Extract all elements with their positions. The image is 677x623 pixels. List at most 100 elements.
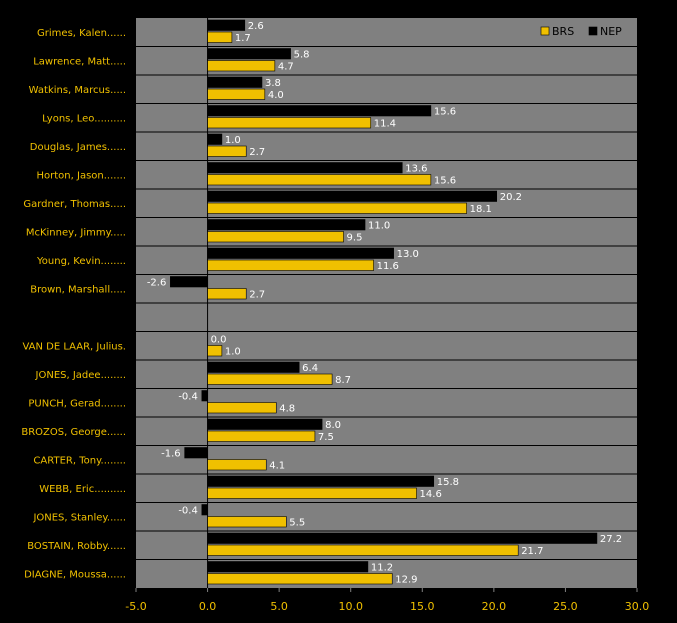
x-tick-label: -5.0 [125,600,146,613]
value-label: 11.2 [371,563,393,574]
bar-brs [207,31,233,43]
value-label: 9.5 [347,233,363,244]
value-label: 8.0 [325,420,341,431]
category-label: VAN DE LAAR, Julius. [22,341,126,352]
category-label: McKinney, Jimmy..... [26,227,126,238]
bar-brs [207,202,467,214]
value-label: 11.0 [368,221,390,232]
value-label: 11.4 [374,119,396,130]
value-label: 8.7 [335,375,351,386]
category-label: BROZOS, George...... [21,427,126,438]
value-label: 1.0 [225,135,241,146]
category-label: Brown, Marshall..... [30,284,126,295]
value-label: 11.6 [377,261,399,272]
value-label: -0.4 [178,506,198,517]
bar-nep [207,247,394,259]
bar-nep [207,418,323,430]
value-label: 15.6 [434,176,456,187]
bar-brs [207,373,333,385]
value-label: 27.2 [600,534,622,545]
category-label: Grimes, Kalen...... [37,28,126,39]
bar-brs [207,88,266,100]
legend-swatch-brs [540,26,550,36]
value-label: 2.7 [249,147,265,158]
value-label: -0.4 [178,392,198,403]
value-label: 15.8 [437,477,459,488]
value-label: -2.6 [147,278,167,289]
bar-brs [207,288,247,300]
value-label: 3.8 [265,78,281,89]
bar-brs [207,231,344,243]
bar-nep [207,475,435,487]
value-label: -1.6 [161,449,181,460]
bar-nep [207,162,403,174]
value-label: 2.6 [248,21,264,32]
value-label: 4.7 [278,62,294,73]
bars [170,19,598,585]
value-label: 2.7 [249,290,265,301]
value-label: 7.5 [318,432,334,443]
category-label: BOSTAIN, Robby...... [27,541,126,552]
value-label: 13.6 [405,164,427,175]
value-labels: 2.61.7 5.84.7 3.84.0 15.6 11.4 1.0 2.7 13.6 15.6… [147,21,622,586]
bar-brs [207,345,223,357]
category-label: JONES, Stanley...... [32,512,126,523]
category-label: Gardner, Thomas..... [23,199,126,210]
bar-nep [201,390,208,402]
bar-nep [207,76,263,88]
bar-nep [207,190,498,202]
category-label: Lyons, Leo.......... [42,113,126,124]
legend-swatch-nep [588,26,598,36]
bar-brs [207,430,316,442]
bar-brs [207,259,374,271]
category-label: Lawrence, Matt..... [33,56,126,67]
value-label: 4.0 [268,90,284,101]
value-label: 0.0 [211,335,227,346]
value-label: 4.8 [279,404,295,415]
x-axis: -5.0 0.0 5.0 10.0 15.0 20.0 25.0 30.0 [125,588,649,613]
bar-nep [207,48,291,60]
category-label: Horton, Jason....... [37,170,126,181]
bar-brs [207,459,267,471]
bar-brs [207,60,276,72]
row-separators [136,18,637,588]
legend-label-nep: NEP [600,25,622,38]
bar-brs [207,544,519,556]
bar-brs [207,174,432,186]
value-label: 21.7 [521,546,543,557]
bar-nep [184,447,208,459]
category-label: DIAGNE, Moussa...... [24,569,126,580]
bar-nep [207,19,246,31]
category-label: PUNCH, Gerad........ [28,398,126,409]
category-label: Douglas, James...... [30,142,126,153]
category-label: Watkins, Marcus..... [29,85,126,96]
bar-nep [201,504,208,516]
category-label: Young, Kevin........ [36,256,126,267]
value-label: 13.0 [397,249,419,260]
value-label: 14.6 [420,489,442,500]
value-label: 12.9 [395,575,417,586]
bar-brs [207,487,417,499]
x-tick-label: 30.0 [625,600,650,613]
bar-nep [207,105,432,117]
bar-nep [207,532,598,544]
bar-nep [207,561,369,573]
value-label: 1.0 [225,347,241,358]
x-tick-label: 5.0 [270,600,288,613]
x-tick-label: 0.0 [199,600,217,613]
bar-brs [207,516,287,528]
x-tick-label: 20.0 [482,600,507,613]
value-label: 6.4 [302,363,318,374]
x-tick-label: 15.0 [410,600,435,613]
value-label: 5.8 [294,50,310,61]
bar-nep [170,276,208,288]
legend: BRS NEP [540,25,622,38]
bar-brs [207,402,277,414]
value-label: 1.7 [235,33,251,44]
value-label: 4.1 [269,461,285,472]
category-labels: Grimes, Kalen...... Lawrence, Matt..... Wa… [21,28,126,581]
value-label: 15.6 [434,107,456,118]
bar-nep [207,361,300,373]
category-label: WEBB, Eric.......... [39,484,126,495]
